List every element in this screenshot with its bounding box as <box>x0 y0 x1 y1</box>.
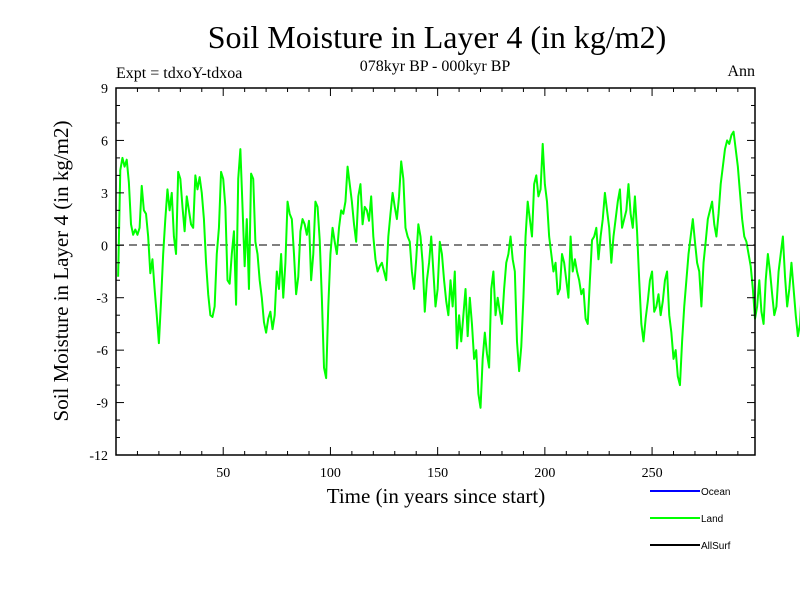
chart-title: Soil Moisture in Layer 4 (in kg/m2) <box>208 19 667 55</box>
series-line-land <box>117 130 800 409</box>
x-tick-label: 250 <box>642 466 663 481</box>
legend-label-allsurf: AllSurf <box>701 541 731 552</box>
x-axis: 50 100 150 200 250 <box>136 88 739 481</box>
y-axis: -12 -9 -6 -3 0 3 6 9 <box>89 82 755 464</box>
x-axis-label: Time (in years since start) <box>327 484 546 508</box>
legend-label-land: Land <box>701 514 723 525</box>
x-tick-label: 100 <box>320 466 341 481</box>
season-label: Ann <box>727 63 755 80</box>
y-tick-label: 6 <box>101 134 108 149</box>
y-tick-label: -12 <box>89 449 108 464</box>
experiment-label: Expt = tdxoY-tdxoa <box>116 65 242 82</box>
x-tick-label: 200 <box>534 466 555 481</box>
y-tick-label: 9 <box>101 82 108 97</box>
series-layer <box>117 130 800 409</box>
y-tick-label: -3 <box>96 292 108 307</box>
y-axis-label: Soil Moisture in Layer 4 (in kg/m2) <box>49 121 73 422</box>
legend-label-ocean: Ocean <box>701 487 730 498</box>
y-tick-label: 3 <box>101 187 108 202</box>
x-tick-label: 150 <box>427 466 448 481</box>
chart-subtitle: 078kyr BP - 000kyr BP <box>360 58 511 75</box>
plot-frame <box>115 87 756 456</box>
y-tick-label: 0 <box>101 239 108 254</box>
legend: Ocean Land AllSurf <box>650 487 731 552</box>
x-tick-label: 50 <box>216 466 230 481</box>
y-tick-label: -9 <box>96 397 108 412</box>
y-tick-label: -6 <box>96 344 108 359</box>
